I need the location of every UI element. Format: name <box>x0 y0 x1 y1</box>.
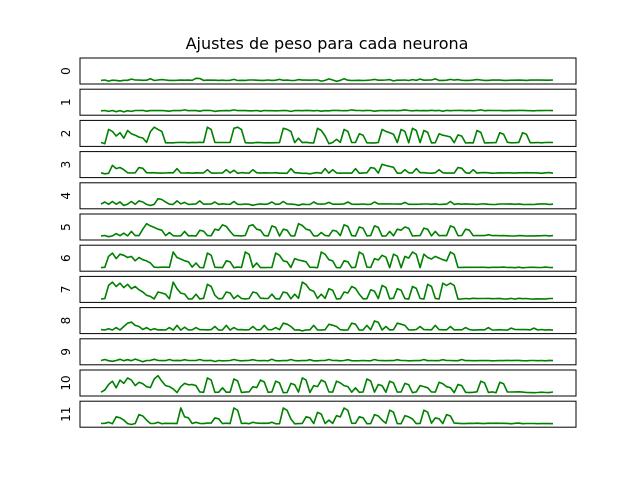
panel-frame-1 <box>79 88 577 116</box>
panel-frame-3 <box>79 151 577 179</box>
panel-frame-6 <box>79 244 577 272</box>
panel-frame-9 <box>79 338 577 366</box>
row-label-4: 4 <box>59 192 73 200</box>
row-label-1: 1 <box>59 98 73 106</box>
row-label-3: 3 <box>59 161 73 169</box>
row-label-7: 7 <box>59 286 73 294</box>
row-label-9: 9 <box>59 348 73 356</box>
chart-title: Ajustes de peso para cada neurona <box>186 34 469 53</box>
row-label-8: 8 <box>59 317 73 325</box>
row-label-0: 0 <box>59 67 73 75</box>
row-label-6: 6 <box>59 254 73 262</box>
series-line-11 <box>100 407 554 426</box>
series-line-3 <box>100 163 554 175</box>
panel-frame-5 <box>79 213 577 241</box>
series-line-0 <box>100 77 554 83</box>
neuron-panels: 0 1 2 3 4 5 6 7 8 9 10 11 <box>59 57 577 428</box>
series-line-1 <box>100 109 554 113</box>
panel-frame-10 <box>79 369 577 397</box>
series-line-9 <box>100 358 554 363</box>
panel-frame-0 <box>79 57 577 85</box>
series-line-4 <box>100 197 554 207</box>
series-line-5 <box>100 222 554 238</box>
series-line-7 <box>100 281 553 300</box>
panel-frame-7 <box>79 275 577 303</box>
row-label-2: 2 <box>59 130 73 138</box>
panel-frame-11 <box>79 400 577 428</box>
panel-frame-8 <box>79 307 577 335</box>
panel-frame-4 <box>79 182 577 210</box>
series-line-10 <box>100 374 554 394</box>
panel-frame-2 <box>79 119 577 147</box>
row-label-5: 5 <box>59 223 73 231</box>
series-line-6 <box>100 251 554 269</box>
series-line-2 <box>100 126 554 145</box>
series-line-8 <box>100 320 554 332</box>
row-label-11: 11 <box>59 407 73 422</box>
row-label-10: 10 <box>59 375 73 390</box>
